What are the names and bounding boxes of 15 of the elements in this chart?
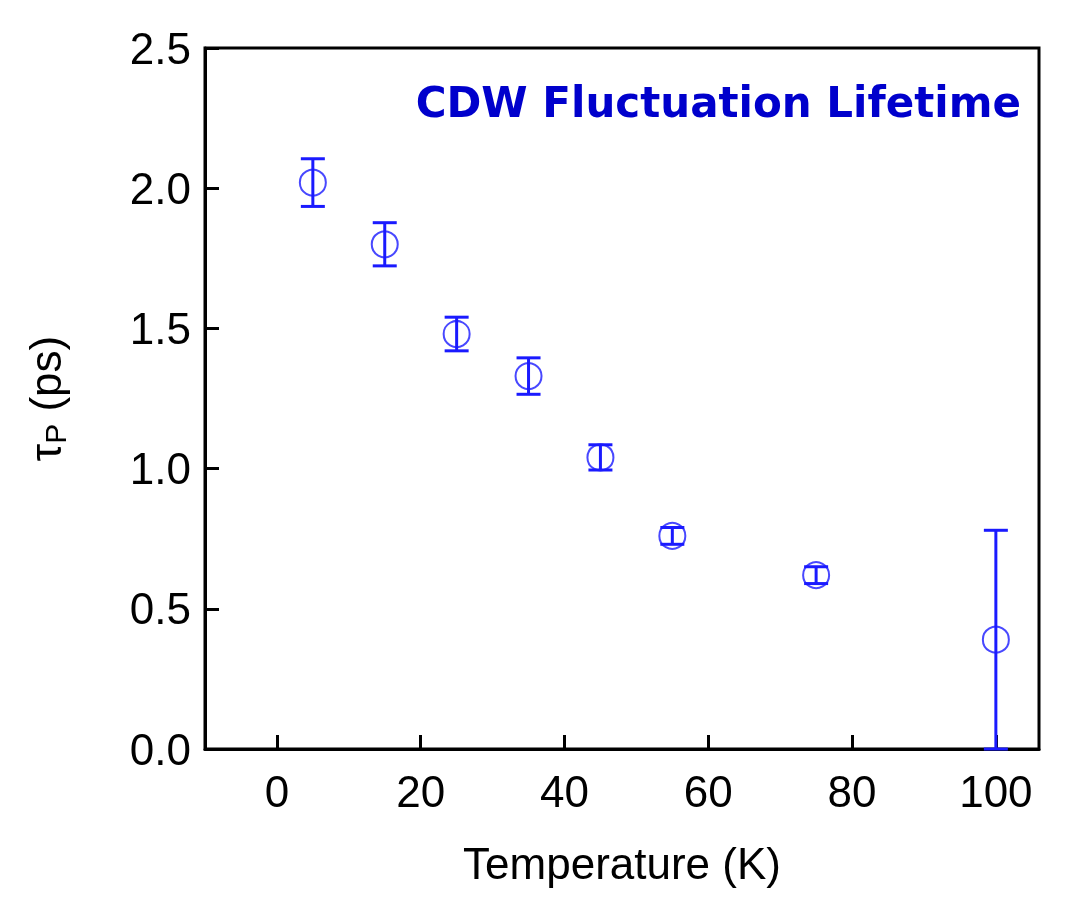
- text: CDW Fluctuation Lifetime: [415, 77, 1022, 127]
- x-tick-label: 0: [264, 766, 290, 816]
- x-tick-label: 40: [540, 766, 589, 816]
- x-tick-label: 80: [827, 766, 877, 816]
- x-tick-label: 100: [959, 766, 1033, 816]
- y-tick-label: 1.0: [129, 444, 191, 494]
- y-tick-label: 2.5: [129, 23, 191, 73]
- y-tick-label: 2.0: [129, 163, 191, 213]
- x-tick-label: 20: [396, 766, 446, 816]
- y-tick-label: 0.5: [129, 584, 191, 634]
- x-axis-title: Temperature (K): [463, 838, 781, 888]
- y-tick-label: 0.0: [129, 724, 191, 774]
- y-axis-title: τP (ps): [20, 335, 72, 462]
- y-tick-label: 1.5: [129, 303, 191, 353]
- x-tick-label: 60: [683, 766, 733, 816]
